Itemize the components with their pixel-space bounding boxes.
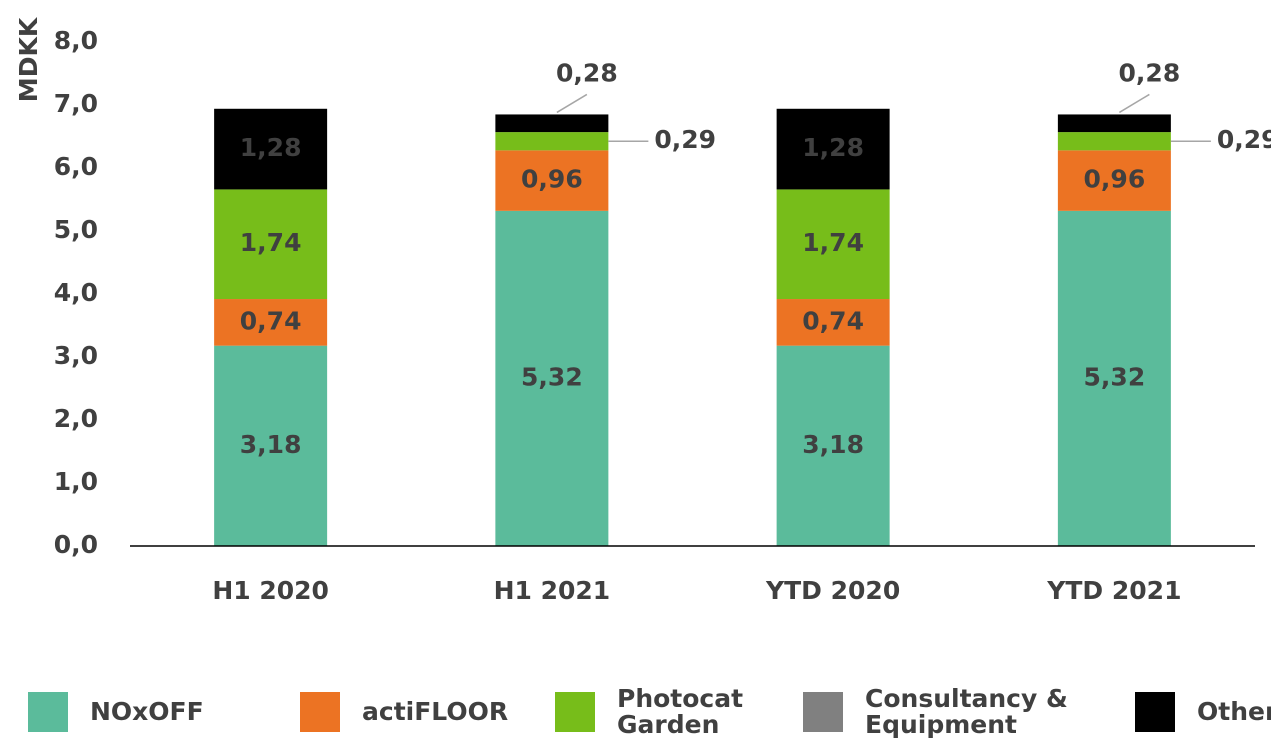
bar-segment [495, 150, 609, 211]
y-tick-label: 1,0 [54, 467, 98, 496]
x-tick-label: H1 2020 [212, 576, 329, 605]
legend-label: Consultancy & Equipment [865, 684, 1068, 739]
legend-item: NOxOFF [28, 672, 204, 752]
bar-segment [776, 345, 890, 546]
legend: NOxOFF actiFLOOR Photocat Garden Consultanc… [0, 672, 1271, 752]
y-tick-label: 2,0 [54, 404, 98, 433]
bar-segment [495, 210, 609, 546]
legend-swatch [28, 692, 68, 732]
bar-segment [214, 345, 328, 546]
legend-label: NOxOFF [90, 697, 204, 726]
bar-segment [495, 132, 609, 151]
data-label: 0,28 [556, 58, 618, 87]
bar-segment [1057, 210, 1171, 546]
data-label: 0,74 [802, 306, 864, 335]
x-tick-label: YTD 2020 [765, 576, 900, 605]
data-label: 5,32 [1084, 362, 1146, 391]
data-label: 1,74 [802, 228, 864, 257]
bar-segment [776, 189, 890, 300]
legend-label: Other [1197, 697, 1271, 726]
leader-line [556, 93, 588, 114]
bar-segment [495, 114, 609, 133]
bar-segment [214, 108, 328, 190]
legend-label: actiFLOOR [362, 697, 509, 726]
data-label: 0,74 [240, 306, 302, 335]
legend-swatch [555, 692, 595, 732]
data-label: 1,28 [240, 133, 302, 162]
data-label: 0,96 [1084, 165, 1146, 194]
data-label: 1,74 [240, 228, 302, 257]
y-tick-label: 6,0 [54, 152, 98, 181]
legend-swatch [803, 692, 843, 732]
legend-item: Consultancy & Equipment [803, 672, 1115, 752]
legend-item: Other [1135, 672, 1271, 752]
y-axis-label: MDKK [14, 16, 43, 102]
legend-item: actiFLOOR [300, 672, 508, 752]
leader-line [1118, 93, 1150, 114]
y-tick-label: 4,0 [54, 278, 98, 307]
bar-segment [214, 189, 328, 300]
legend-item: Photocat Garden [555, 672, 767, 752]
data-label: 3,18 [802, 430, 864, 459]
y-tick-label: 7,0 [54, 89, 98, 118]
data-label: 0,28 [1119, 58, 1181, 87]
data-label: 1,28 [802, 133, 864, 162]
data-label: 0,96 [521, 165, 583, 194]
legend-swatch [1135, 692, 1175, 732]
data-label: 0,29 [654, 125, 716, 154]
legend-label: Photocat Garden [617, 684, 744, 739]
data-label: 3,18 [240, 430, 302, 459]
bar-segment [1057, 132, 1171, 151]
bar-segment [214, 299, 328, 346]
y-tick-label: 0,0 [54, 530, 98, 559]
y-tick-label: 3,0 [54, 341, 98, 370]
x-tick-label: H1 2021 [494, 576, 611, 605]
legend-swatch [300, 692, 340, 732]
bar-segment [1057, 150, 1171, 211]
x-tick-label: YTD 2021 [1046, 576, 1181, 605]
data-label: 5,32 [521, 362, 583, 391]
y-tick-label: 8,0 [54, 26, 98, 55]
y-tick-label: 5,0 [54, 215, 98, 244]
bar-segment [776, 108, 890, 190]
bar-segment [776, 299, 890, 346]
chart: MDKK 0,0 1,0 2,0 3,0 4,0 5,0 6,0 7,0 8,0 H1 2020 3… [14, 16, 1271, 605]
bar-segment [1057, 114, 1171, 133]
data-label: 0,29 [1217, 125, 1271, 154]
